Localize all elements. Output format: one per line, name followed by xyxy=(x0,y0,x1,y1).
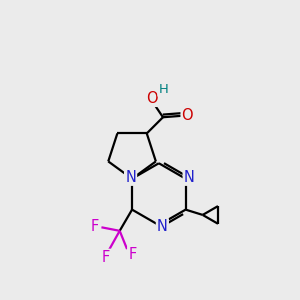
Text: H: H xyxy=(158,83,168,96)
Text: F: F xyxy=(102,250,110,265)
Text: F: F xyxy=(91,219,99,234)
Text: N: N xyxy=(184,170,195,185)
Text: O: O xyxy=(182,108,193,123)
Text: N: N xyxy=(157,219,168,234)
Text: N: N xyxy=(125,170,136,185)
Text: O: O xyxy=(146,91,158,106)
Text: F: F xyxy=(128,247,136,262)
